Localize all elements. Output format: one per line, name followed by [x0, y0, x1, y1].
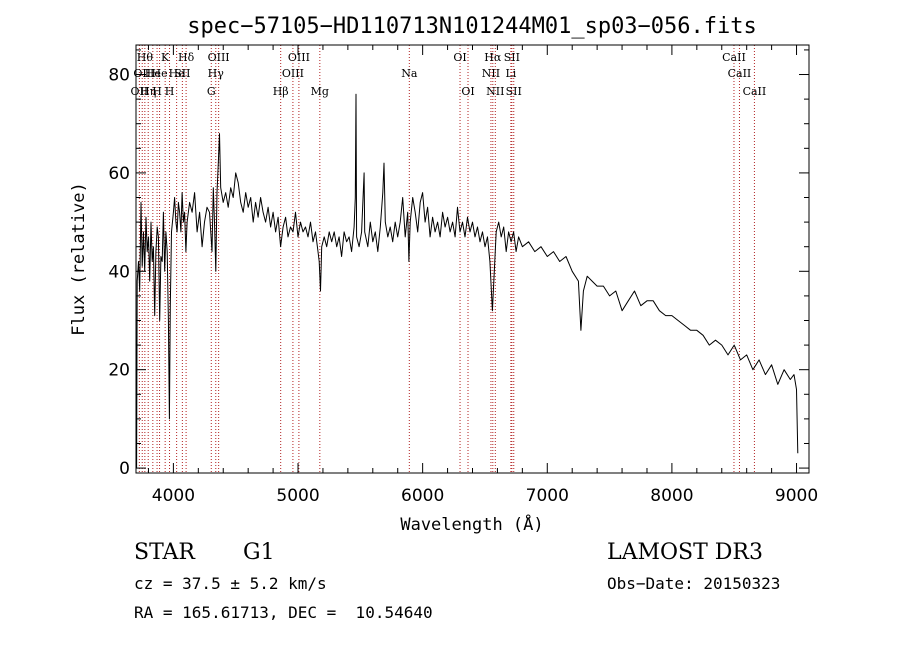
y-tick-label: 80	[108, 66, 130, 86]
line-marker-label: OII	[131, 85, 149, 98]
line-marker-label: Li	[505, 67, 516, 80]
line-marker-label: Hθ	[137, 51, 154, 64]
line-marker-label: OIII	[282, 67, 304, 80]
x-tick-label: 8000	[650, 486, 693, 506]
x-tick-label: 6000	[401, 486, 444, 506]
line-marker-label: H	[165, 85, 175, 98]
line-marker-label: H	[152, 85, 162, 98]
line-marker-label: He	[169, 67, 185, 80]
object-subclass: G1	[243, 540, 275, 565]
y-tick-label: 20	[108, 361, 130, 381]
line-marker-label: OIII	[208, 51, 230, 64]
x-tick-label: 5000	[276, 486, 319, 506]
object-class: STAR	[134, 540, 195, 565]
y-axis: 0 20 40 60 80	[108, 49, 809, 479]
redshift-velocity: cz = 37.5 ± 5.2 km/s	[134, 574, 327, 593]
flux-series-line	[135, 93, 799, 469]
y-axis-label: Flux (relative)	[69, 182, 89, 336]
spectrum-chart: spec−57105−HD110713N101244M01_sp03−056.f…	[69, 14, 818, 535]
emission-line-labels: OIIOIIHθHηHeHHeKHHeSIIHδGHγOIIIHβOIIIOII…	[131, 51, 767, 98]
sky-coordinates: RA = 165.61713, DEC = 10.54640	[134, 603, 433, 622]
line-marker-label: Na	[401, 67, 418, 80]
emission-line-markers	[138, 45, 755, 473]
line-marker-label: G	[207, 85, 216, 98]
line-marker-label: OIII	[288, 51, 310, 64]
line-marker-label: He	[145, 67, 161, 80]
y-tick-label: 0	[119, 459, 130, 479]
line-marker-label: NII	[486, 85, 504, 98]
flux-series-layer	[135, 93, 799, 469]
line-marker-label: OI	[461, 85, 474, 98]
y-tick-label: 60	[108, 164, 130, 184]
x-axis: 4000 5000 6000 7000 8000 9000	[147, 45, 818, 506]
line-marker-label: SII	[504, 51, 520, 64]
line-marker-label: CaII	[722, 51, 746, 64]
line-marker-label: NII	[482, 67, 500, 80]
line-marker-label: Hγ	[208, 67, 225, 80]
plot-frame	[135, 44, 810, 474]
line-marker-label: K	[161, 51, 170, 64]
line-marker-label: CaII	[743, 85, 767, 98]
line-marker-label: SII	[506, 85, 522, 98]
x-tick-label: 9000	[775, 486, 818, 506]
x-tick-label: 4000	[152, 486, 195, 506]
line-marker-label: Hδ	[178, 51, 195, 64]
line-marker-label: Mg	[311, 85, 329, 98]
observation-date: Obs−Date: 20150323	[607, 574, 781, 593]
line-marker-label: He	[152, 67, 168, 80]
y-tick-label: 40	[108, 262, 130, 282]
line-marker-label: Hβ	[273, 85, 289, 98]
x-tick-label: 7000	[526, 486, 569, 506]
line-marker-label: Hη	[140, 85, 156, 98]
line-marker-label: CaII	[728, 67, 752, 80]
survey-name: LAMOST DR3	[607, 540, 763, 565]
line-marker-label: Hα	[484, 51, 502, 64]
line-marker-label: OI	[453, 51, 466, 64]
line-marker-label: OII	[133, 67, 151, 80]
line-marker-label: SII	[174, 67, 190, 80]
x-axis-label: Wavelength (Å)	[400, 513, 543, 535]
chart-title: spec−57105−HD110713N101244M01_sp03−056.f…	[187, 14, 757, 39]
